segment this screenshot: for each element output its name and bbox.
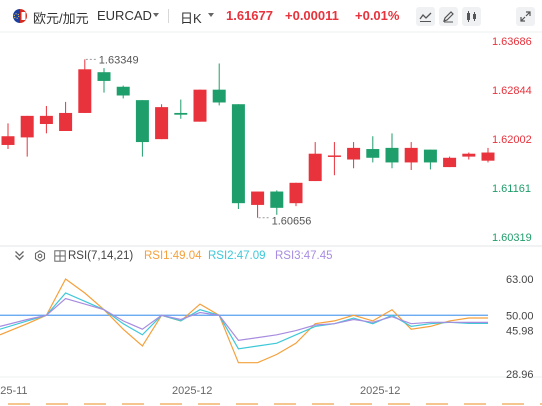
price-tick-label: 1.61161 bbox=[492, 183, 531, 195]
candle-body bbox=[59, 112, 73, 131]
price-tick-label: 1.62002 bbox=[492, 134, 532, 146]
last-price: 1.61677 bbox=[226, 8, 273, 23]
rsi2-line bbox=[0, 292, 488, 350]
candle-body bbox=[251, 191, 265, 205]
candle-body bbox=[193, 89, 207, 122]
candle-body bbox=[116, 86, 130, 96]
timeframe-selector[interactable]: 日K bbox=[180, 11, 202, 26]
timeframe-dropdown-caret-icon[interactable] bbox=[208, 13, 214, 17]
candle[interactable] bbox=[231, 104, 245, 209]
rsi2-value: RSI2:47.09 bbox=[208, 250, 266, 262]
rsi-title: RSI(7,14,21) bbox=[68, 250, 134, 262]
rsi-tick-label: 50.00 bbox=[506, 310, 534, 322]
rsi-tick-label: 45.98 bbox=[506, 326, 534, 338]
fullscreen-icon bbox=[520, 11, 531, 22]
candle[interactable] bbox=[308, 142, 322, 182]
candle[interactable] bbox=[174, 99, 188, 119]
candle[interactable] bbox=[327, 142, 341, 176]
candle[interactable] bbox=[59, 101, 73, 131]
candle[interactable] bbox=[289, 182, 303, 207]
candle-body bbox=[443, 157, 457, 168]
low-price-label: 1.60656 bbox=[272, 216, 312, 228]
candle[interactable] bbox=[20, 115, 34, 157]
candle[interactable] bbox=[116, 85, 130, 99]
candle[interactable] bbox=[39, 105, 53, 134]
candle-body bbox=[39, 115, 53, 125]
price-change-percent: +0.01% bbox=[355, 8, 400, 23]
candle-body bbox=[462, 153, 476, 157]
candle-body bbox=[327, 155, 341, 157]
candle[interactable] bbox=[251, 191, 265, 218]
candle[interactable] bbox=[481, 147, 495, 163]
fullscreen-button[interactable] bbox=[516, 7, 535, 26]
collapse-chevron-icon[interactable] bbox=[14, 250, 25, 261]
candle[interactable] bbox=[423, 149, 437, 170]
candle[interactable] bbox=[385, 133, 399, 169]
candle-body bbox=[270, 191, 284, 208]
candle[interactable] bbox=[78, 59, 92, 113]
candle[interactable] bbox=[404, 142, 418, 170]
candle-body bbox=[174, 112, 188, 115]
rsi1-value: RSI1:49.04 bbox=[144, 250, 202, 262]
candle[interactable] bbox=[347, 142, 361, 169]
rsi-tick-label: 28.96 bbox=[506, 369, 534, 381]
candle-body bbox=[231, 104, 245, 204]
price-tick-label: 1.62844 bbox=[492, 85, 532, 97]
price-tick-label: 1.60319 bbox=[492, 232, 532, 244]
symbol-selector[interactable]: EURCAD bbox=[97, 8, 152, 23]
symbol-dropdown-caret-icon[interactable] bbox=[153, 13, 159, 17]
candle[interactable] bbox=[97, 68, 111, 93]
rsi1-line bbox=[0, 278, 488, 364]
candle[interactable] bbox=[270, 190, 284, 215]
rsi-tick-label: 63.00 bbox=[506, 274, 534, 286]
time-axis-label: 2025-12 bbox=[172, 385, 212, 397]
candle-body bbox=[20, 115, 34, 138]
candle-body bbox=[97, 72, 111, 81]
candle-body bbox=[385, 147, 399, 163]
candle[interactable] bbox=[443, 156, 457, 168]
candle-body bbox=[481, 152, 495, 161]
time-axis-label: 2025-12 bbox=[360, 385, 400, 397]
time-axis-label: 2025-11 bbox=[0, 385, 28, 397]
candle-body bbox=[347, 147, 361, 160]
pair-name: 欧元/加元 bbox=[33, 11, 89, 26]
draw-icon bbox=[443, 11, 454, 23]
high-price-label: 1.63349 bbox=[99, 54, 139, 66]
candle[interactable] bbox=[366, 136, 380, 163]
price-tick-label: 1.63686 bbox=[492, 36, 532, 48]
price-change: +0.00011 bbox=[285, 8, 339, 23]
rsi3-line bbox=[0, 297, 488, 342]
compare-icon bbox=[467, 11, 476, 22]
candle[interactable] bbox=[193, 89, 207, 122]
candle-body bbox=[212, 89, 226, 103]
symbol-header: 欧元/加元 EURCAD 日K 1.61677 +0.00011 +0.01% bbox=[0, 0, 542, 32]
eu-ca-flag-icon bbox=[13, 9, 27, 23]
candle-body bbox=[423, 149, 437, 163]
compare-button[interactable] bbox=[462, 7, 481, 26]
header-divider bbox=[168, 9, 169, 23]
candle[interactable] bbox=[462, 152, 476, 160]
indicator-panel-icon[interactable] bbox=[54, 250, 66, 262]
candle-body bbox=[135, 100, 149, 143]
candle[interactable] bbox=[1, 123, 15, 150]
candle-body bbox=[289, 182, 303, 204]
indicator-button[interactable] bbox=[416, 7, 435, 26]
candle-body bbox=[404, 147, 418, 163]
candle-body bbox=[155, 107, 169, 140]
candle-body bbox=[366, 149, 380, 158]
candle[interactable] bbox=[212, 63, 226, 106]
candle-body bbox=[308, 153, 322, 182]
indicator-icon bbox=[419, 12, 432, 22]
rsi3-value: RSI3:47.45 bbox=[275, 250, 333, 262]
candle[interactable] bbox=[155, 104, 169, 140]
candle-body bbox=[1, 136, 15, 145]
settings-gear-icon[interactable] bbox=[34, 250, 46, 262]
candle[interactable] bbox=[135, 100, 149, 157]
draw-button[interactable] bbox=[439, 7, 458, 26]
candle-body bbox=[78, 69, 92, 113]
